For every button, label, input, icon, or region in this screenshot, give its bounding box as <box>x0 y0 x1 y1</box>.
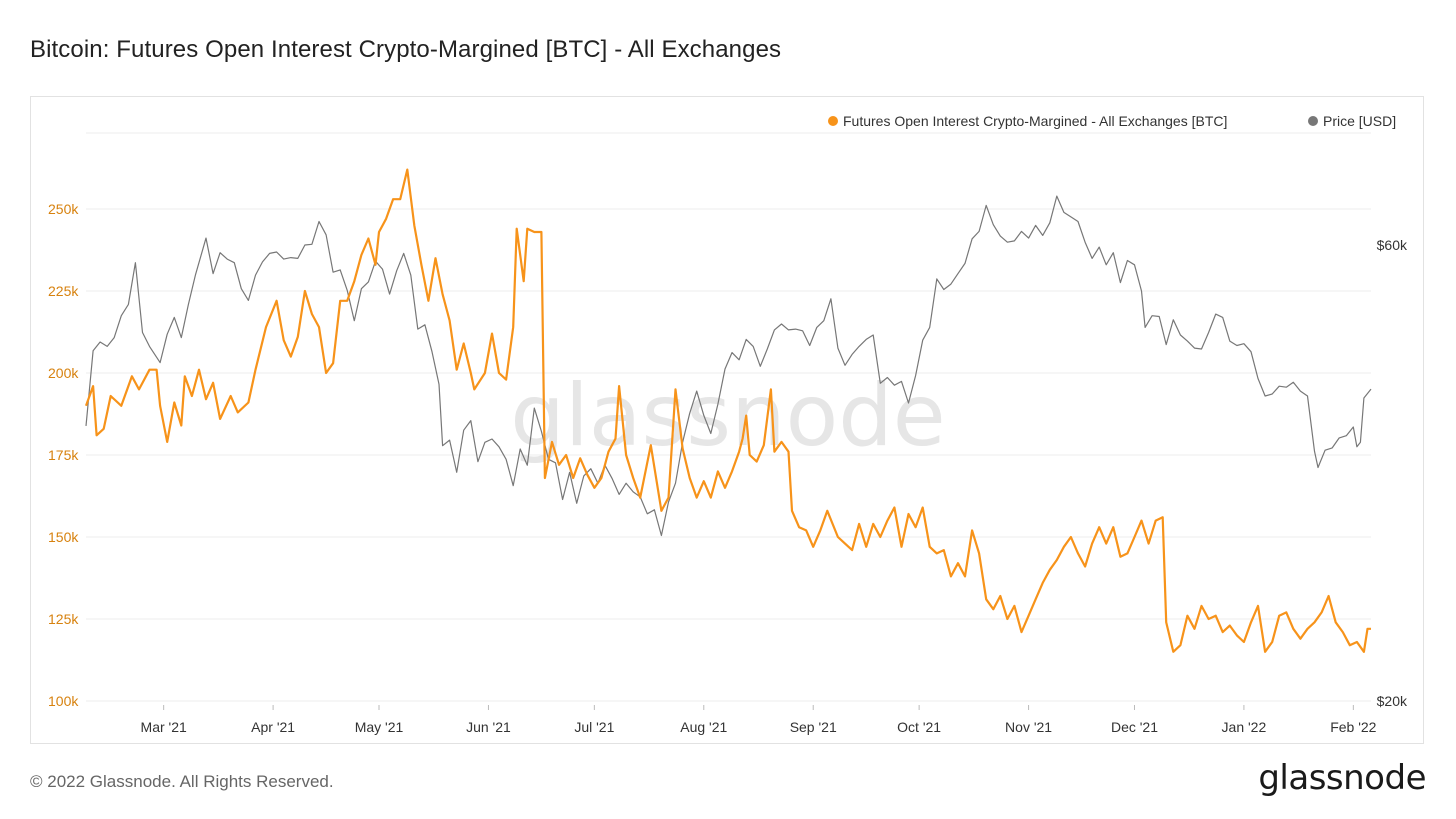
right-axis: $20k $60k <box>1377 237 1408 709</box>
y-left-tick-label: 175k <box>48 447 79 463</box>
x-tick-label: Oct '21 <box>897 719 941 735</box>
grid <box>86 132 1371 702</box>
chart-title: Bitcoin: Futures Open Interest Crypto-Ma… <box>30 36 782 63</box>
y-right-tick-label: $20k <box>1377 693 1408 709</box>
y-left-tick-label: 150k <box>48 529 79 545</box>
x-axis: Mar '21 Apr '21 May '21 Jun '21 Jul '21 Aug '… <box>141 705 1377 735</box>
y-right-tick-label: $60k <box>1377 237 1408 253</box>
legend-swatch-open-interest <box>828 116 838 126</box>
y-left-tick-label: 225k <box>48 283 79 299</box>
y-left-tick-label: 200k <box>48 365 79 381</box>
x-tick-label: Jan '22 <box>1222 719 1267 735</box>
watermark: glassnode <box>510 366 945 466</box>
chart-svg: glassnode 100k 125k 150k 175k 200k 225k 250k $… <box>48 113 1408 735</box>
x-tick-label: Aug '21 <box>680 719 727 735</box>
x-tick-label: May '21 <box>355 719 404 735</box>
x-tick-label: Feb '22 <box>1330 719 1376 735</box>
left-axis: 100k 125k 150k 175k 200k 225k 250k <box>48 201 79 709</box>
y-left-tick-label: 250k <box>48 201 79 217</box>
x-tick-label: Apr '21 <box>251 719 295 735</box>
x-tick-label: Sep '21 <box>790 719 837 735</box>
legend-swatch-price <box>1308 116 1318 126</box>
footer-copyright: © 2022 Glassnode. All Rights Reserved. <box>30 772 334 791</box>
legend-label-open-interest: Futures Open Interest Crypto-Margined - … <box>843 113 1227 129</box>
y-left-tick-label: 100k <box>48 693 79 709</box>
chart-panel: glassnode 100k 125k 150k 175k 200k 225k 250k $… <box>30 96 1424 744</box>
x-tick-label: Nov '21 <box>1005 719 1052 735</box>
legend-item-price[interactable]: Price [USD] <box>1308 113 1396 129</box>
series-line-price <box>85 195 1372 537</box>
x-tick-label: Jul '21 <box>574 719 614 735</box>
legend: Futures Open Interest Crypto-Margined - … <box>828 113 1396 129</box>
x-tick-label: Dec '21 <box>1111 719 1158 735</box>
x-tick-label: Mar '21 <box>141 719 187 735</box>
x-tick-label: Jun '21 <box>466 719 511 735</box>
series-line-open-interest <box>84 168 1371 653</box>
series-layer <box>84 168 1372 653</box>
y-left-tick-label: 125k <box>48 611 79 627</box>
footer-logo: glassnode <box>1258 758 1426 798</box>
legend-item-open-interest[interactable]: Futures Open Interest Crypto-Margined - … <box>828 113 1227 129</box>
legend-label-price: Price [USD] <box>1323 113 1396 129</box>
